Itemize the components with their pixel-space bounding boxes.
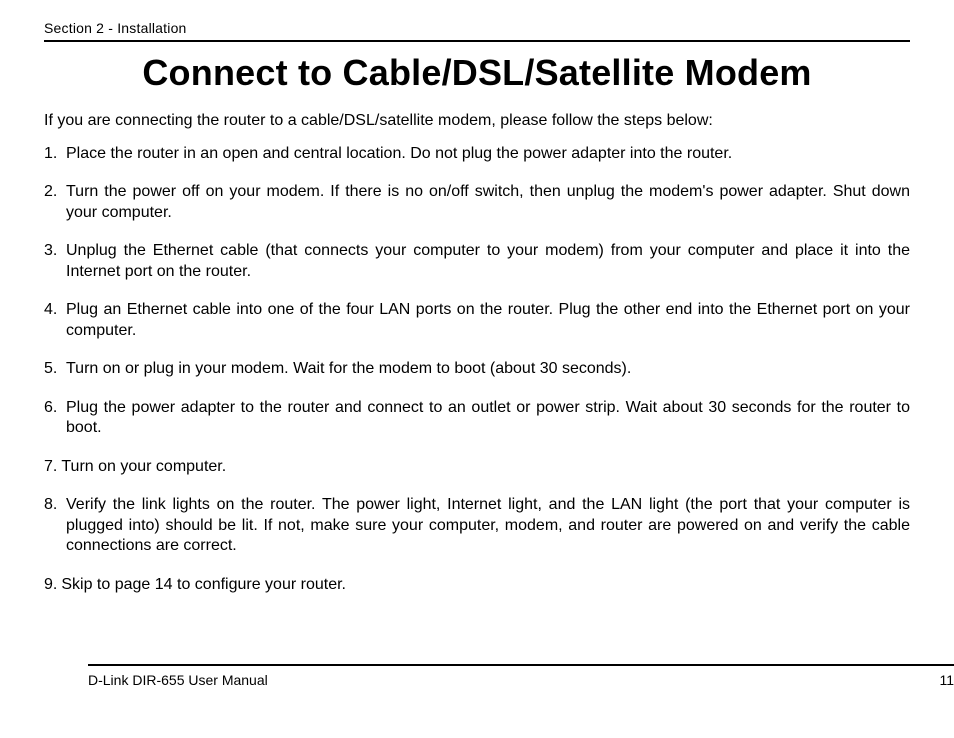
step-item: Verify the link lights on the router. Th…: [44, 495, 910, 556]
step-item: Unplug the Ethernet cable (that connects…: [44, 241, 910, 282]
step-item: Turn on your computer.: [44, 457, 910, 477]
manual-label: D-Link DIR-655 User Manual: [88, 672, 268, 688]
step-item: Turn on or plug in your modem. Wait for …: [44, 359, 910, 379]
steps-list: Place the router in an open and central …: [44, 144, 910, 595]
step-item: Skip to page 14 to configure your router…: [44, 575, 910, 595]
step-item: Place the router in an open and central …: [44, 144, 910, 164]
page-number: 11: [939, 672, 954, 688]
step-item: Plug an Ethernet cable into one of the f…: [44, 300, 910, 341]
step-item: Plug the power adapter to the router and…: [44, 398, 910, 439]
section-header: Section 2 - Installation: [44, 20, 910, 42]
page-footer: D-Link DIR-655 User Manual 11: [88, 664, 954, 688]
step-item: Turn the power off on your modem. If the…: [44, 182, 910, 223]
section-label: Section 2 - Installation: [44, 20, 187, 36]
intro-paragraph: If you are connecting the router to a ca…: [44, 112, 910, 130]
page-title: Connect to Cable/DSL/Satellite Modem: [44, 52, 910, 94]
document-page: Section 2 - Installation Connect to Cabl…: [44, 20, 910, 718]
